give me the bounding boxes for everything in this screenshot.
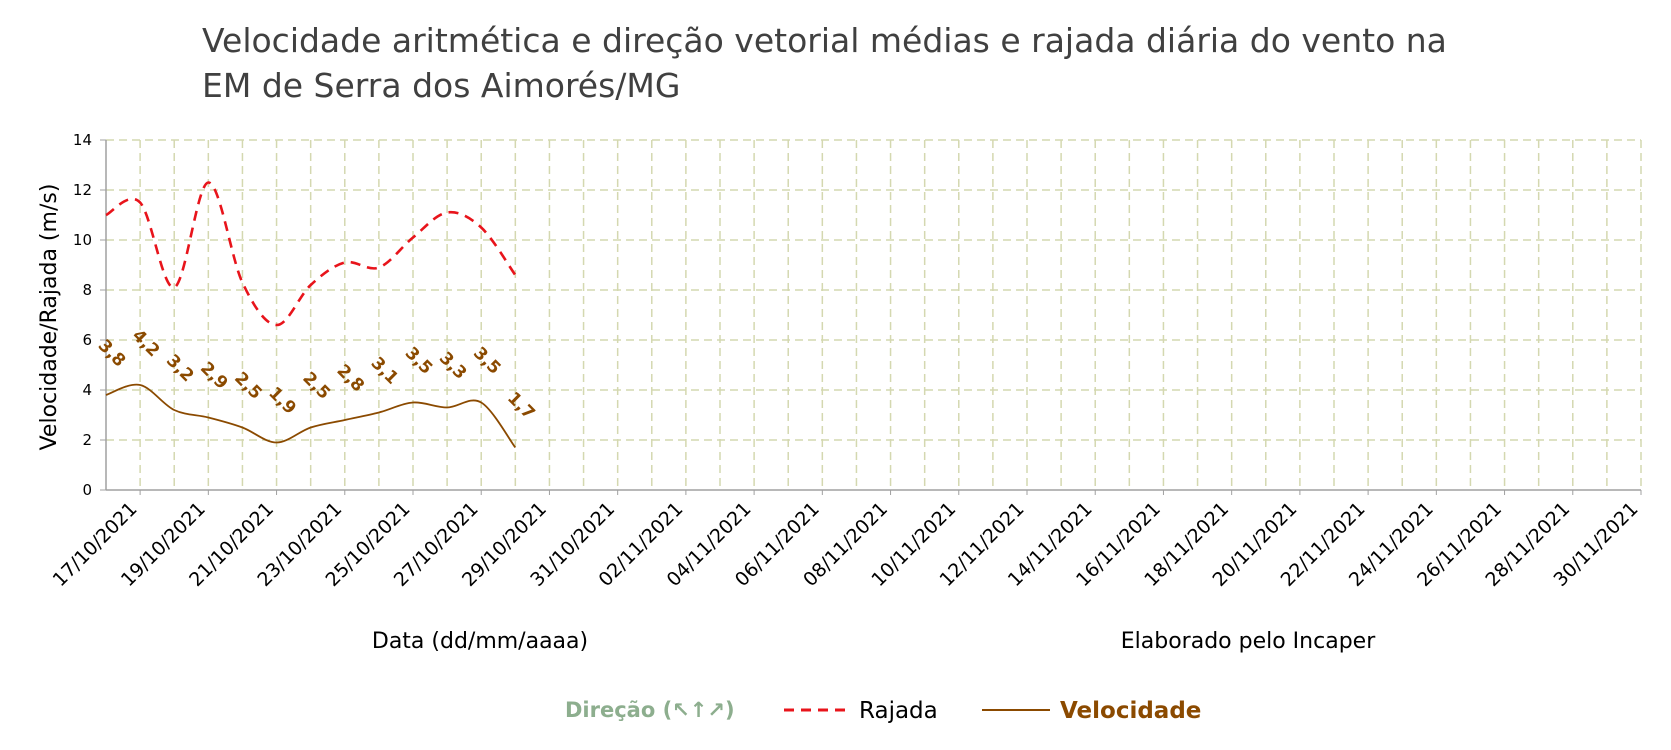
velocidade-data-label: 1,9	[264, 383, 299, 418]
grid-lines	[100, 139, 1642, 491]
chart-title: Velocidade aritmética e direção vetorial…	[202, 21, 1447, 105]
legend-velocidade: Velocidade	[1060, 698, 1201, 724]
credit-text: Elaborado pelo Incaper	[1121, 629, 1376, 654]
legend: Direção (↖↑↗) Rajada Velocidade	[565, 698, 1201, 724]
velocidade-data-label: 3,5	[401, 343, 436, 378]
velocidade-data-label: 3,3	[435, 348, 470, 383]
x-tick-labels: 17/10/202119/10/202121/10/202123/10/2021…	[49, 490, 1643, 591]
velocidade-data-label: 3,5	[469, 343, 504, 378]
y-axis-label: Velocidade/Rajada (m/s)	[37, 184, 62, 451]
velocidade-data-label: 2,5	[230, 368, 265, 403]
velocidade-data-label: 2,8	[333, 361, 368, 396]
chart-title-line-1: Velocidade aritmética e direção vetorial…	[202, 21, 1447, 60]
y-tick-label: 6	[82, 331, 92, 349]
y-tick-label: 8	[82, 281, 92, 299]
velocidade-data-label: 2,9	[196, 358, 231, 393]
y-tick-label: 2	[82, 431, 92, 449]
axes	[105, 140, 1641, 491]
velocidade-data-label: 3,1	[367, 353, 402, 388]
legend-rajada: Rajada	[859, 698, 938, 724]
y-tick-label: 14	[73, 131, 92, 149]
velocidade-data-label: 1,7	[503, 388, 538, 423]
x-axis-label: Data (dd/mm/aaaa)	[372, 629, 588, 654]
y-tick-label: 12	[73, 181, 92, 199]
velocidade-data-label: 4,2	[128, 326, 163, 361]
y-tick-labels: 0 2 4 6 8 10 12 14	[73, 131, 92, 499]
chart-title-line-2: EM de Serra dos Aimorés/MG	[202, 66, 680, 105]
series-lines	[105, 181, 517, 449]
velocidade-data-label: 3,8	[94, 336, 129, 371]
velocidade-line	[105, 383, 517, 449]
velocidade-data-label: 2,5	[298, 368, 333, 403]
y-tick-label: 10	[73, 231, 92, 249]
y-tick-label: 4	[82, 381, 92, 399]
y-tick-label: 0	[82, 481, 92, 499]
rajada-line	[105, 181, 517, 327]
legend-direcao: Direção (↖↑↗)	[565, 698, 735, 722]
velocidade-data-label: 3,2	[162, 351, 197, 386]
